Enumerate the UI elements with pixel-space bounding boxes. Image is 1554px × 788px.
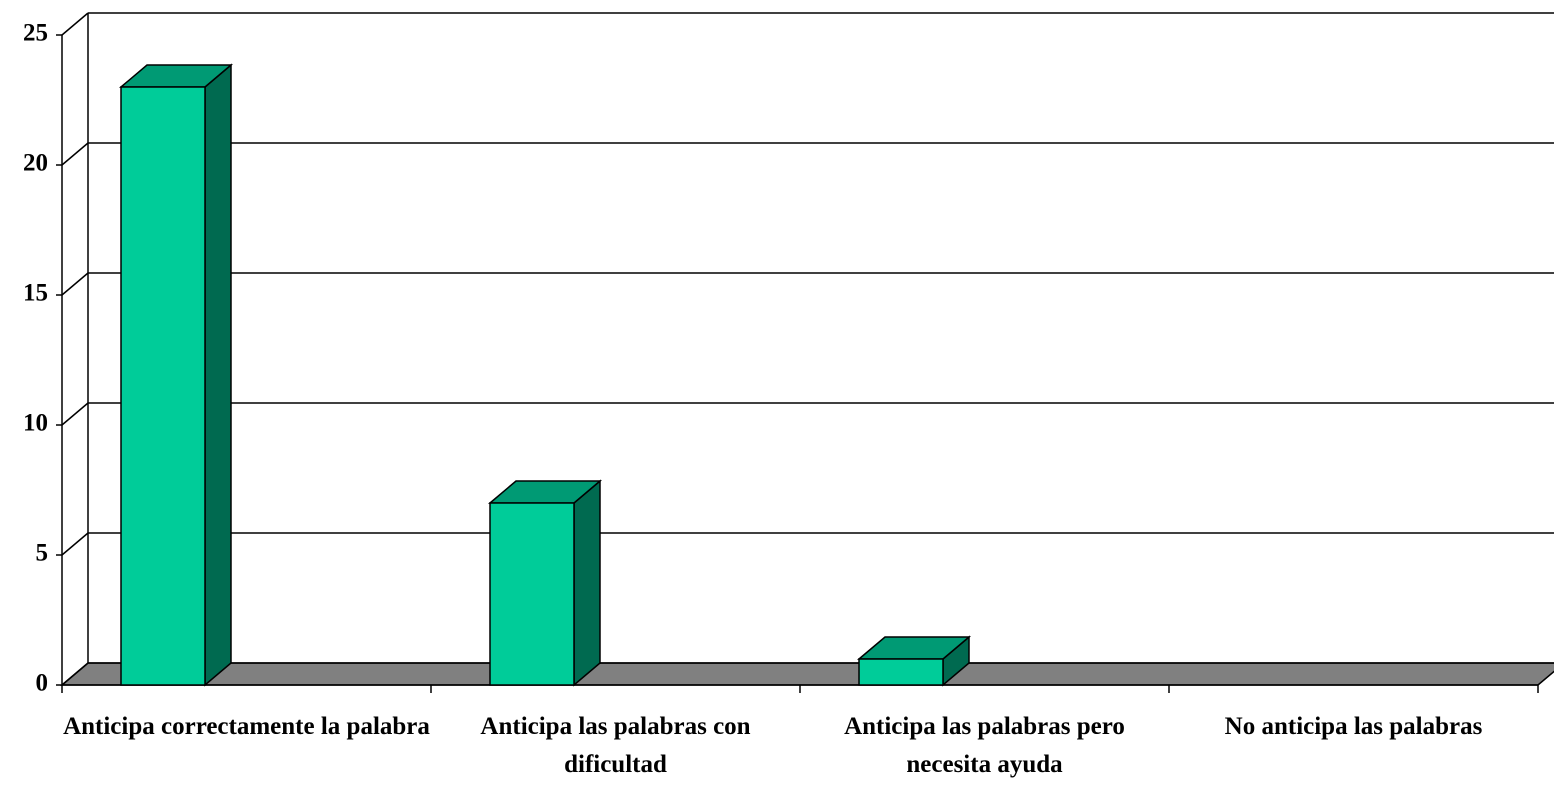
bar-side [204,63,232,687]
y-tick-label: 10 [23,410,48,437]
x-tick-label: Anticipa las palabras con dificultad [480,713,751,778]
floor [59,662,1554,686]
grid-line-side [61,402,89,426]
x-tick-label: Anticipa las palabras pero necesita ayud… [844,713,1125,778]
grid-line-side [61,532,89,556]
back-wall [88,13,1554,663]
x-tick-label: Anticipa correctamente la palabra [63,713,430,740]
bar-front [120,86,206,686]
bar [856,635,972,687]
bar [118,63,234,687]
y-tick-label: 5 [36,540,49,567]
bar-front [858,658,944,686]
x-tick-label: No anticipa las palabras [1224,713,1483,740]
bar-side [573,479,601,687]
bar [487,479,603,687]
y-tick-label: 15 [23,280,48,307]
grid-line-side [61,12,89,36]
grid-line-side [61,272,89,296]
y-tick-label: 25 [23,20,48,47]
y-tick-label: 0 [36,670,49,697]
y-tick-label: 20 [23,150,48,177]
bar-front [489,502,575,686]
grid-line-side [61,142,89,166]
grid-line-side [61,662,89,686]
